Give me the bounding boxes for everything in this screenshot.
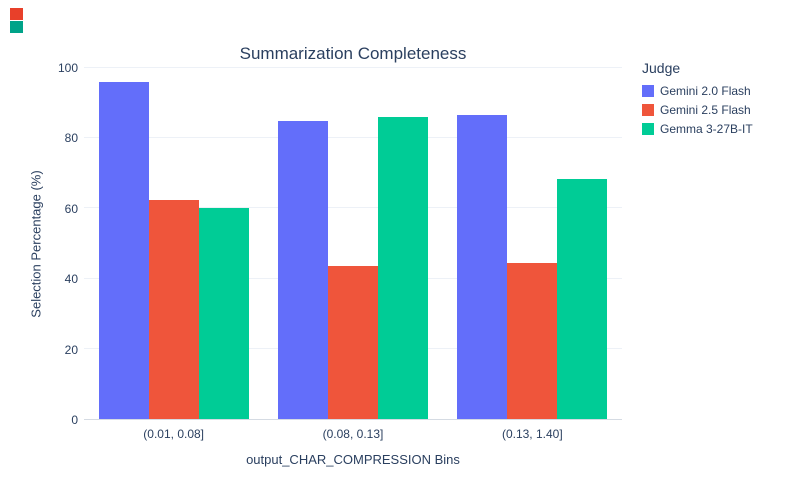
legend-item-gemini-2-5-flash[interactable]: Gemini 2.5 Flash	[642, 103, 753, 117]
legend-item-label: Gemini 2.5 Flash	[660, 103, 751, 117]
y-tick-label: 100	[57, 61, 78, 75]
bar-gemini-2-5-flash	[148, 199, 199, 419]
chart-title: Summarization Completeness	[239, 44, 467, 63]
bar-gemini-2-5-flash	[327, 266, 378, 419]
bar-group-0-13-1-40	[443, 68, 622, 419]
legend-swatch-icon	[642, 123, 654, 135]
gridline	[84, 207, 622, 209]
corner-red-swatch-icon	[10, 8, 23, 20]
legend-swatch-icon	[642, 104, 654, 116]
bar-gemma-3-27b-it	[377, 117, 428, 419]
bar-gemini-2-0-flash	[98, 82, 149, 419]
gridline	[84, 67, 622, 68]
x-tick-label: (0.08, 0.13]	[322, 427, 384, 441]
legend-item-label: Gemma 3-27B-IT	[660, 122, 753, 136]
corner-swatches	[10, 8, 24, 33]
y-tick-label: 60	[64, 201, 78, 216]
y-tick-label: 80	[64, 131, 78, 146]
y-tick-label: 40	[64, 272, 78, 287]
y-axis-ticks: 0 20 40 60 80 100	[48, 61, 78, 427]
corner-teal-swatch-icon	[10, 21, 23, 33]
plot-area	[84, 67, 622, 420]
legend-item-gemma-3-27b-it[interactable]: Gemma 3-27B-IT	[642, 122, 753, 136]
legend-title: Judge	[642, 60, 681, 76]
bar-gemini-2-5-flash	[507, 262, 558, 419]
x-tick-label: (0.13, 1.40]	[501, 427, 563, 441]
legend-item-label: Gemini 2.0 Flash	[660, 84, 751, 98]
y-axis-title: Selection Percentage (%)	[28, 170, 44, 318]
bar-gemini-2-0-flash	[277, 120, 328, 419]
bar-group-0-08-0-13	[263, 68, 442, 419]
bar-gemini-2-0-flash	[457, 115, 508, 419]
x-tick-label: (0.01, 0.08]	[143, 427, 205, 441]
y-tick-label: 0	[71, 413, 78, 427]
bar-gemma-3-27b-it	[198, 208, 249, 419]
legend: Judge Gemini 2.0 Flash Gemini 2.5 Flash Ge…	[642, 60, 753, 141]
legend-items: Gemini 2.0 Flash Gemini 2.5 Flash Gemma 3-…	[642, 84, 753, 136]
y-tick-label: 20	[64, 342, 78, 357]
legend-item-gemini-2-0-flash[interactable]: Gemini 2.0 Flash	[642, 84, 753, 98]
x-axis-ticks: (0.01, 0.08] (0.08, 0.13] (0.13, 1.40]	[84, 427, 622, 441]
bar-group-0-01-0-08	[84, 68, 263, 419]
bar-gemma-3-27b-it	[557, 178, 608, 419]
gridline	[84, 137, 622, 139]
x-axis-title: output_CHAR_COMPRESSION Bins	[246, 452, 460, 467]
bar-groups	[84, 68, 622, 419]
legend-swatch-icon	[642, 85, 654, 97]
